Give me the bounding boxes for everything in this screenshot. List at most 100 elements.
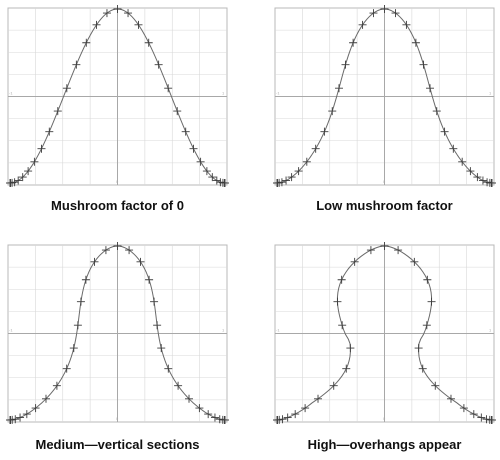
control-point-marker [18, 173, 27, 182]
control-point-marker [185, 394, 194, 403]
control-point-marker [278, 415, 287, 424]
panel-1: 0 -1 1 Mushroom factor of 0 [6, 5, 229, 213]
control-point-marker [458, 157, 467, 166]
control-point-marker [164, 84, 173, 93]
panel-3: 0 -1 1 Medium—vertical sections [6, 242, 229, 452]
tick-label-x-min: -1 [276, 328, 280, 333]
control-point-marker [410, 257, 419, 266]
tick-label-x-min: -1 [276, 91, 280, 96]
control-point-marker [125, 246, 134, 255]
control-point-marker [423, 275, 432, 284]
control-point-marker [145, 275, 154, 284]
control-point-marker [221, 179, 229, 187]
panel-2: 0 -1 1 Low mushroom factor [273, 5, 496, 213]
control-point-marker [488, 179, 496, 187]
control-point-marker [446, 394, 455, 403]
control-point-marker [11, 415, 20, 424]
tick-label-x-max: 1 [222, 91, 225, 96]
control-point-marker [391, 9, 400, 18]
control-point-marker [113, 5, 122, 13]
panel-caption: High—overhangs appear [308, 437, 462, 452]
control-point-marker [349, 38, 358, 47]
control-point-marker [311, 144, 320, 153]
tick-label-x-min: -1 [9, 328, 13, 333]
control-point-marker [291, 410, 300, 419]
control-point-marker [277, 178, 286, 187]
control-point-marker [62, 84, 71, 93]
control-point-marker [427, 297, 436, 306]
control-point-marker [459, 404, 468, 413]
control-point-marker [210, 413, 219, 422]
control-point-marker [426, 84, 435, 93]
tick-label-origin: 0 [383, 179, 386, 184]
control-point-marker [419, 60, 428, 69]
control-point-marker [189, 144, 198, 153]
control-point-marker [69, 344, 78, 353]
control-point-marker [208, 173, 217, 182]
control-point-marker [350, 257, 359, 266]
control-point-marker [221, 416, 229, 424]
control-point-marker [449, 144, 458, 153]
control-point-marker [154, 60, 163, 69]
control-point-marker [294, 167, 303, 176]
control-point-marker [174, 381, 183, 390]
tick-label-x-max: 1 [222, 328, 225, 333]
control-point-marker [314, 394, 323, 403]
panel-caption: Medium—vertical sections [36, 437, 200, 452]
control-point-marker [380, 242, 389, 250]
control-point-marker [411, 38, 420, 47]
control-point-marker [22, 410, 31, 419]
control-point-marker [53, 107, 62, 116]
control-point-marker [346, 344, 355, 353]
control-point-marker [275, 415, 284, 424]
control-point-marker [113, 242, 122, 250]
control-point-marker [157, 344, 166, 353]
control-point-marker [473, 173, 482, 182]
control-point-marker [92, 20, 101, 29]
control-point-marker [414, 344, 423, 353]
control-point-marker [101, 246, 110, 255]
control-point-marker [333, 297, 342, 306]
control-point-marker [477, 413, 486, 422]
control-point-marker [30, 157, 39, 166]
control-point-marker [478, 176, 487, 185]
control-point-marker [394, 246, 403, 255]
control-point-marker [212, 176, 221, 185]
control-point-marker [164, 364, 173, 373]
control-point-marker [287, 173, 296, 182]
tick-label-x-max: 1 [489, 328, 492, 333]
control-point-marker [482, 415, 491, 424]
control-point-marker [469, 410, 478, 419]
control-point-marker [10, 178, 19, 187]
control-point-marker [320, 127, 329, 136]
control-point-marker [31, 404, 40, 413]
control-point-marker [328, 107, 337, 116]
control-point-marker [283, 413, 292, 422]
control-point-marker [204, 410, 213, 419]
control-point-marker [338, 321, 347, 330]
control-point-marker [418, 364, 427, 373]
control-point-marker [341, 60, 350, 69]
control-point-marker [432, 107, 441, 116]
control-point-marker [76, 297, 85, 306]
control-point-marker [202, 167, 211, 176]
control-point-marker [153, 321, 162, 330]
control-point-marker [380, 5, 389, 13]
control-point-marker [14, 176, 23, 185]
control-point-marker [195, 404, 204, 413]
control-point-marker [302, 157, 311, 166]
control-point-marker [16, 413, 25, 422]
control-point-marker [37, 144, 46, 153]
control-point-marker [82, 38, 91, 47]
control-point-marker [488, 416, 496, 424]
control-point-marker [134, 20, 143, 29]
tick-label-origin: 0 [116, 416, 119, 421]
tick-label-origin: 0 [383, 416, 386, 421]
control-point-marker [301, 404, 310, 413]
panel-4: 0 -1 1 High—overhangs appear [273, 242, 496, 452]
control-point-marker [402, 20, 411, 29]
control-point-marker [440, 127, 449, 136]
tick-label-origin: 0 [116, 179, 119, 184]
control-point-marker [124, 9, 133, 18]
